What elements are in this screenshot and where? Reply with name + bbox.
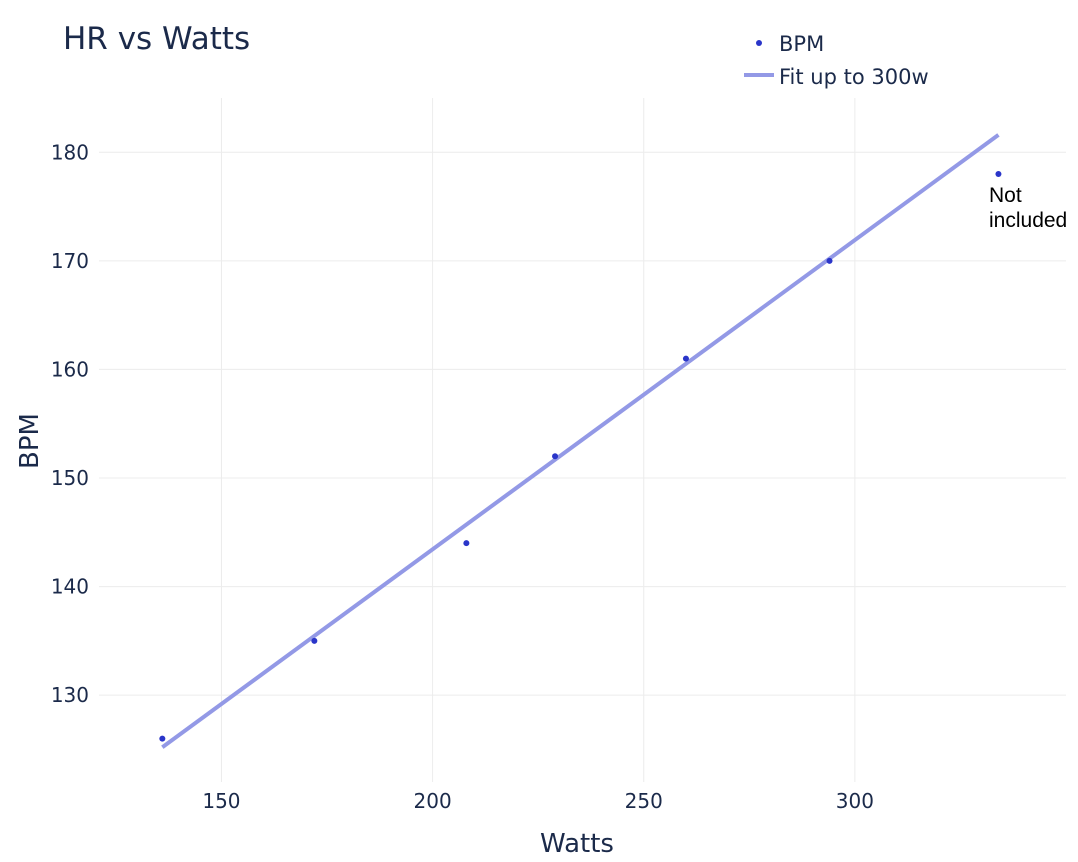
legend: BPM Fit up to 300w [744, 32, 929, 89]
x-tick-label: 200 [414, 789, 452, 813]
tick-labels-layer: 150 200 250 300 130 140 150 160 170 180 [51, 140, 874, 813]
data-point-bpm [463, 540, 470, 547]
legend-item-fit[interactable]: Fit up to 300w [744, 65, 929, 89]
x-tick-label: 250 [625, 789, 663, 813]
legend-item-bpm[interactable]: BPM [756, 32, 824, 56]
y-axis-title: BPM [15, 413, 45, 469]
chart-title: HR vs Watts [63, 21, 250, 57]
y-tick-label: 180 [51, 140, 89, 164]
data-point-bpm [159, 735, 166, 742]
y-tick-label: 160 [51, 357, 89, 381]
y-tick-label: 130 [51, 683, 89, 707]
data-points-layer [159, 171, 1002, 742]
grid-layer [99, 98, 1066, 782]
x-tick-label: 150 [202, 789, 240, 813]
not-included-annotation: Not included [989, 184, 1067, 232]
fit-line [161, 133, 1000, 749]
data-point-bpm [995, 171, 1002, 177]
data-point-bpm [826, 257, 833, 264]
y-tick-label: 170 [51, 249, 89, 273]
fit-line-layer [161, 133, 1000, 749]
legend-label-bpm: BPM [779, 32, 824, 56]
annotation-line-2: included [989, 209, 1067, 232]
annotation-line-1: Not [989, 184, 1022, 207]
data-point-bpm [552, 453, 559, 460]
data-point-bpm [682, 355, 689, 362]
y-tick-label: 140 [51, 575, 89, 599]
y-tick-label: 150 [51, 466, 89, 490]
x-axis-title: Watts [540, 829, 614, 859]
legend-marker-bpm [756, 40, 762, 46]
x-tick-label: 300 [836, 789, 874, 813]
data-point-bpm [311, 637, 318, 644]
legend-label-fit: Fit up to 300w [779, 65, 929, 89]
